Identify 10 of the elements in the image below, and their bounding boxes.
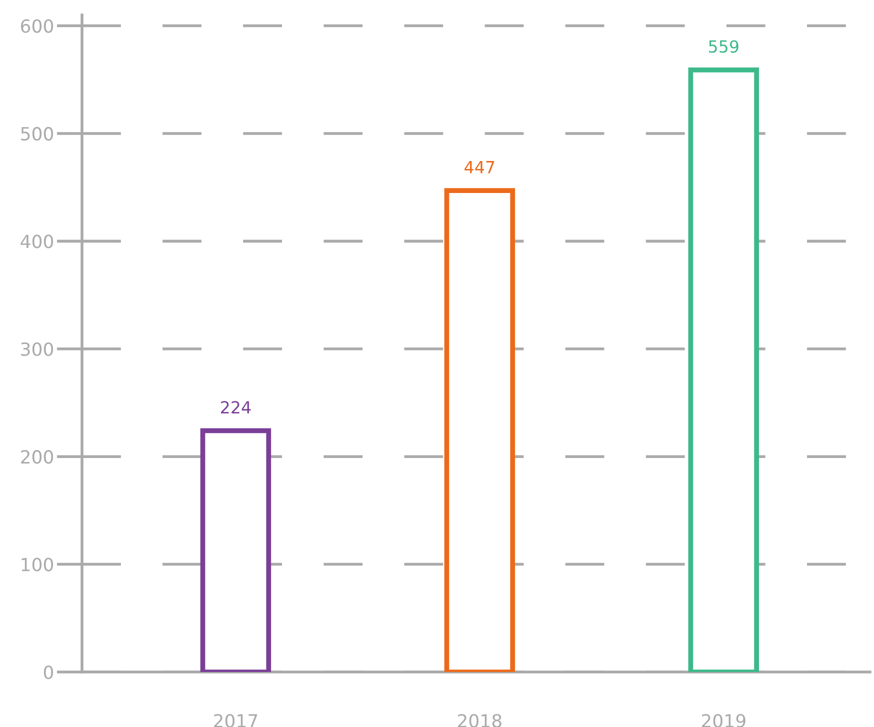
y-tick-label: 100 bbox=[22, 558, 54, 572]
y-tick-label: 600 bbox=[21, 19, 54, 33]
y-tick-label: 0 bbox=[44, 665, 54, 680]
y-tick-label: 400 bbox=[20, 234, 54, 248]
y-tick-label: 200 bbox=[21, 450, 54, 464]
y-tick-label: 300 bbox=[21, 342, 54, 356]
data-label: 447 bbox=[464, 161, 494, 174]
y-tick-label: 500 bbox=[21, 126, 54, 141]
data-label: 559 bbox=[709, 40, 738, 53]
data-label: 224 bbox=[221, 401, 251, 414]
